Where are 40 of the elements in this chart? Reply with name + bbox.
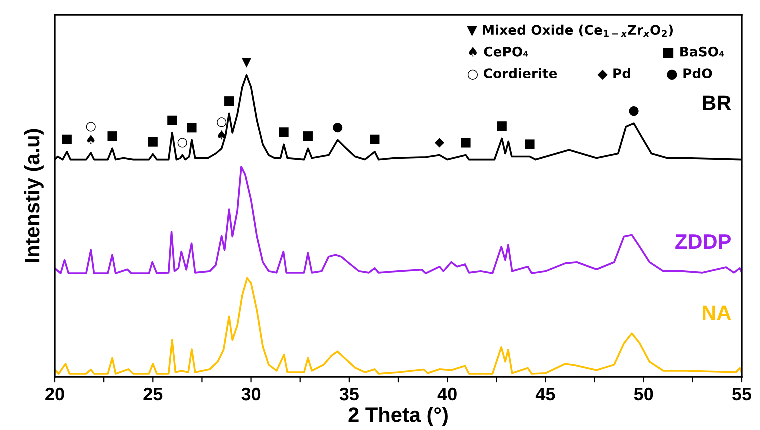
x-tick-label: 30	[242, 388, 261, 401]
annotation: ■	[303, 132, 313, 142]
x-tick-label: 20	[46, 388, 64, 401]
annotation: ■	[497, 122, 507, 132]
annotation: ◆ Pd	[598, 68, 630, 80]
annotation: ■	[370, 134, 380, 144]
x-tick-label: 45	[536, 388, 556, 401]
text: ♠ CePO₄	[469, 46, 528, 57]
x-tick-label: 50	[634, 388, 654, 401]
annotation: ■	[187, 123, 197, 133]
x-tick-label: 55	[732, 388, 752, 401]
annotation: ■	[148, 137, 158, 147]
annotation: ■	[224, 96, 234, 106]
annotation: ■	[279, 128, 289, 138]
annotation: ■	[525, 140, 535, 150]
text: ■ BaSO₄	[664, 46, 724, 58]
annotation: ■	[168, 116, 178, 126]
annotation: ♠	[218, 130, 226, 140]
annotation: ◆	[434, 138, 444, 148]
x-tick-label: 25	[144, 388, 163, 401]
annotation: ○ Cordierite	[468, 68, 558, 80]
annotation: ● PdO	[667, 68, 712, 80]
annotation: ●	[333, 123, 343, 133]
x-tick-label: 35	[340, 388, 359, 401]
y-axis-title: Intenstiy (a.u)	[24, 129, 44, 262]
annotation: ○	[178, 138, 188, 148]
annotation: ■	[461, 138, 471, 148]
annotation: ●	[629, 106, 639, 116]
text: NA	[702, 306, 732, 320]
x-tick-label: 40	[438, 388, 457, 401]
series-label: ZDDP	[676, 234, 731, 249]
annotation: ○	[217, 118, 227, 128]
x-axis-title: 2 Theta (°)	[348, 407, 448, 426]
annotation: ■	[108, 132, 118, 142]
annotation: ○	[86, 122, 96, 132]
annotation: ♠	[87, 135, 95, 144]
text: ▼ Mixed Oxide (Ce$_{1−x}$Zr$_{x}$O$_{2}$)	[467, 24, 673, 38]
text: BR	[702, 96, 732, 110]
annotation: ■	[62, 134, 72, 144]
annotation: ▼	[242, 58, 252, 68]
